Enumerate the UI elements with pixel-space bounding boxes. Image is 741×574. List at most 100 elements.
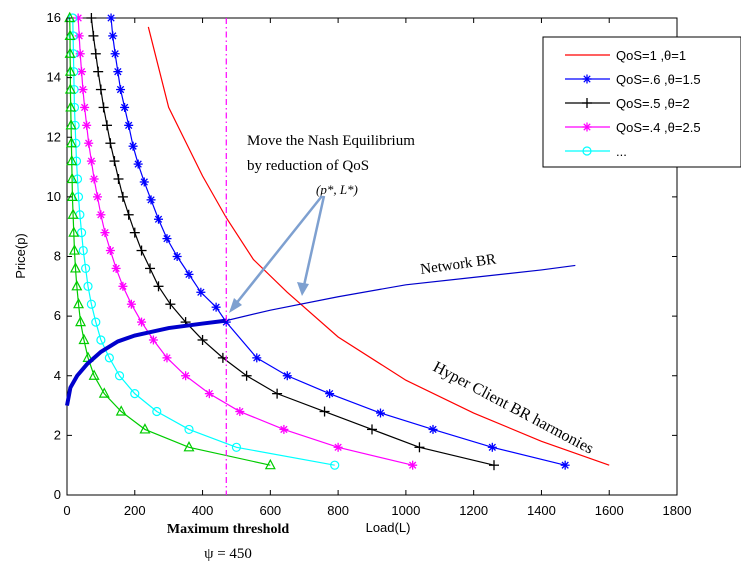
data-point-3	[149, 336, 158, 344]
data-point-1	[120, 103, 129, 112]
y-tick-label: 8	[54, 249, 61, 264]
data-point-3	[334, 443, 342, 451]
data-point-5	[65, 101, 77, 112]
data-point-3	[85, 139, 93, 147]
nash-arrow-1-head	[229, 298, 242, 313]
data-point-5	[68, 244, 80, 255]
series-layer	[64, 11, 610, 471]
data-point-5	[115, 405, 127, 416]
network-br-thick	[65, 318, 227, 406]
max-threshold-label: Maximum threshold	[167, 522, 289, 537]
data-point-3	[97, 211, 105, 219]
psi-label: ψ = 450	[204, 546, 252, 562]
data-point-1	[376, 409, 385, 417]
x-tick-label: 0	[63, 503, 70, 518]
data-point-1	[140, 178, 148, 186]
data-point-5	[64, 47, 76, 58]
legend-label-4: ...	[616, 144, 627, 159]
data-point-4	[114, 371, 125, 381]
series-5	[64, 11, 276, 470]
data-point-1	[325, 389, 334, 398]
data-point-1	[212, 303, 220, 311]
data-point-1	[147, 196, 155, 204]
data-point-3	[181, 372, 190, 380]
x-tick-label: 600	[259, 503, 281, 518]
data-point-1	[253, 354, 261, 362]
data-point-5	[88, 369, 100, 380]
data-point-5	[64, 11, 76, 23]
data-point-1	[163, 234, 171, 243]
nash-arrow-1	[230, 195, 323, 311]
data-point-4	[330, 460, 340, 470]
y-tick-label: 2	[54, 427, 61, 442]
x-tick-label: 800	[327, 503, 349, 518]
data-point-3	[77, 68, 86, 76]
x-tick-label: 200	[124, 503, 146, 518]
y-tick-label: 16	[47, 10, 61, 25]
y-tick-label: 14	[47, 70, 61, 85]
data-point-4	[231, 442, 242, 452]
y-tick-label: 0	[54, 487, 61, 502]
data-point-5	[66, 190, 78, 201]
data-point-5	[65, 136, 77, 148]
data-point-3	[280, 425, 288, 434]
legend: QoS=1 ,θ=1 QoS=.6 ,θ=1.5 QoS=.5 ,θ=2 QoS=.4…	[542, 36, 741, 168]
data-point-3	[93, 193, 102, 201]
data-point-5	[98, 387, 110, 398]
data-point-5	[68, 226, 80, 237]
data-point-1	[114, 68, 122, 76]
nash-annotation-line1: Move the Nash Equilibrium	[247, 133, 415, 149]
data-point-4	[130, 389, 140, 399]
x-tick-label: 1200	[459, 503, 488, 518]
legend-label-0: QoS=1 ,θ=1	[616, 48, 686, 63]
data-point-3	[82, 121, 91, 129]
series-0	[147, 26, 610, 466]
y-tick-label: 12	[47, 129, 61, 144]
legend-label-3: QoS=.4 ,θ=2.5	[616, 120, 701, 135]
data-point-5	[75, 315, 87, 327]
series-2	[86, 13, 499, 471]
data-point-5	[71, 280, 83, 291]
data-point-1	[173, 252, 181, 261]
data-point-1	[429, 425, 437, 434]
data-point-5	[73, 297, 85, 309]
x-axis-label: Load(L)	[366, 520, 411, 535]
x-tick-label: 1400	[527, 503, 556, 518]
y-tick-label: 6	[54, 308, 61, 323]
data-point-1	[488, 443, 496, 451]
data-point-1	[154, 215, 163, 223]
data-point-3	[80, 103, 89, 112]
x-tick-label: 400	[192, 503, 214, 518]
data-point-1	[109, 32, 117, 40]
legend-marker-4	[582, 146, 592, 156]
data-point-1	[134, 160, 142, 168]
data-point-3	[163, 354, 171, 362]
data-point-4	[96, 335, 106, 345]
ticks-layer: 0 200 400 600 800 1000 1200 1400 1600 1800 0 2 4 6 8 10…	[47, 10, 692, 518]
data-point-3	[101, 228, 109, 237]
data-point-4	[184, 424, 194, 435]
data-point-3	[205, 389, 213, 398]
data-point-3	[87, 157, 96, 165]
data-point-5	[64, 29, 76, 40]
data-point-3	[137, 318, 146, 326]
data-point-1	[125, 121, 133, 129]
data-point-5	[64, 65, 76, 76]
x-tick-label: 1000	[391, 503, 420, 518]
data-point-4	[76, 228, 87, 238]
data-point-3	[127, 300, 136, 308]
data-point-1	[197, 288, 205, 296]
data-point-1	[129, 142, 137, 150]
data-point-1	[116, 85, 125, 94]
data-point-1	[283, 372, 291, 380]
series-line-0	[147, 26, 610, 466]
data-point-5	[139, 423, 151, 434]
legend-label-1: QoS=.6 ,θ=1.5	[616, 72, 701, 87]
data-point-5	[65, 119, 77, 130]
data-point-3	[409, 461, 417, 469]
data-point-3	[119, 282, 127, 290]
data-point-5	[66, 154, 78, 166]
data-point-3	[79, 85, 87, 94]
